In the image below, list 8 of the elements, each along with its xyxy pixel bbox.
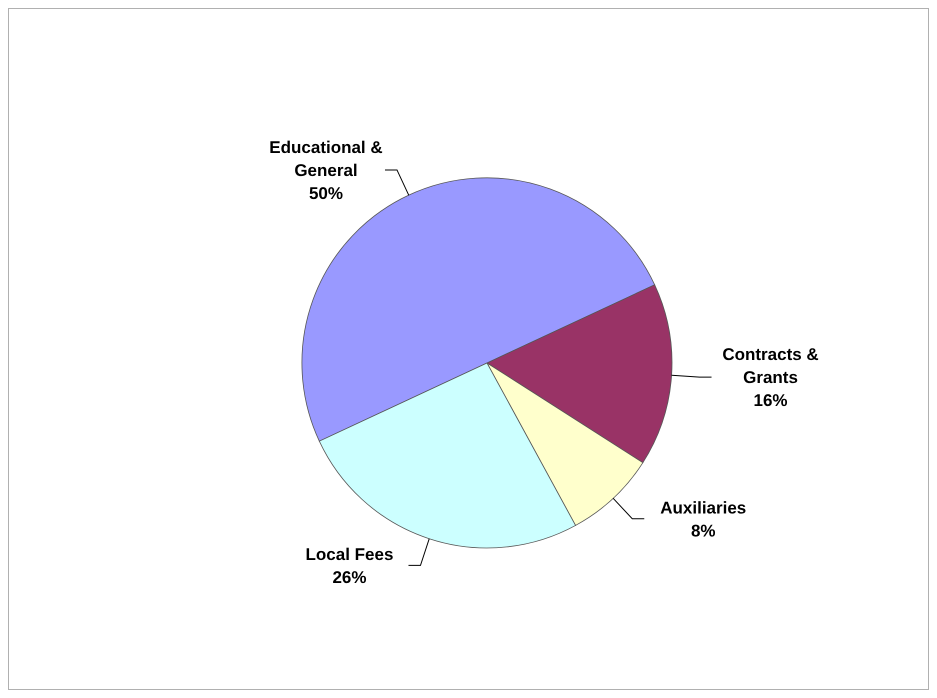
slice-label: Contracts & Grants — [722, 345, 819, 388]
data-label: 50% — [308, 184, 343, 203]
slice-label: Local Fees — [306, 544, 394, 564]
data-label: 8% — [690, 521, 716, 540]
data-label: 26% — [332, 568, 366, 587]
slice-label: Educational & General — [269, 138, 383, 180]
slice-label: Auxiliaries — [660, 498, 746, 518]
data-label: 16% — [754, 391, 788, 410]
